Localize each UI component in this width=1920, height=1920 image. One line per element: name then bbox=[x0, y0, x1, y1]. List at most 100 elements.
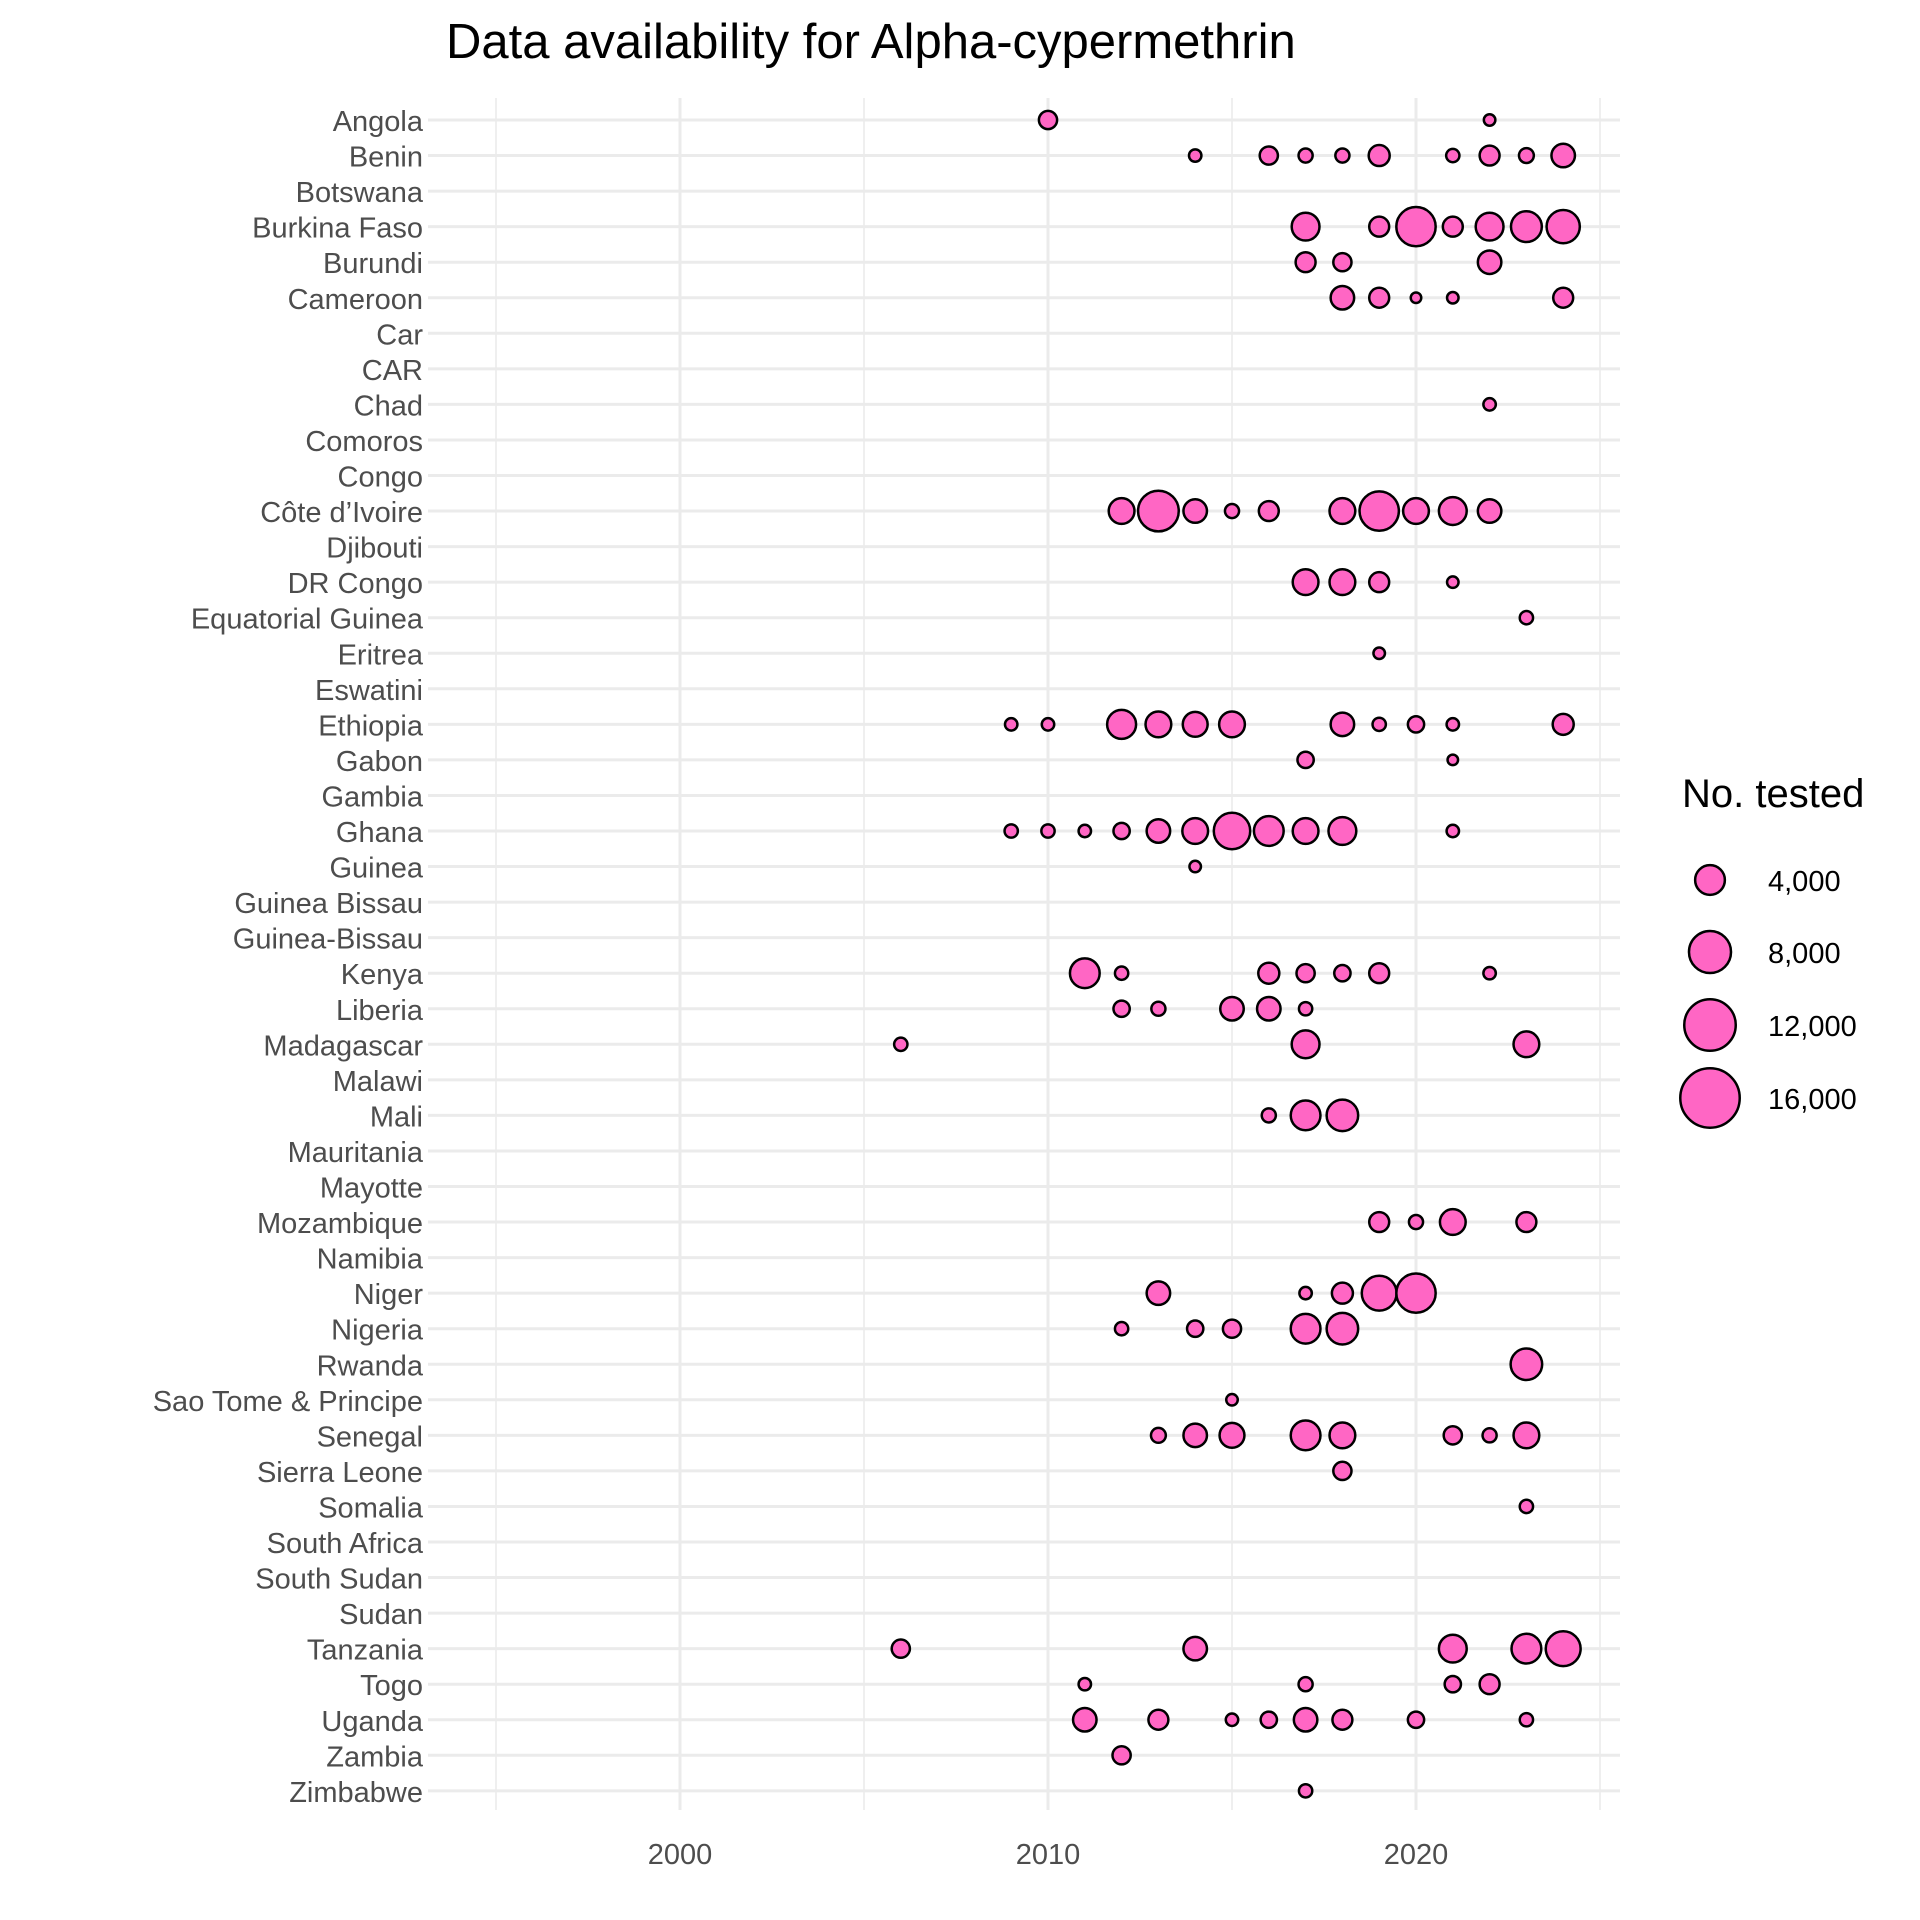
data-point bbox=[1297, 147, 1314, 164]
y-tick-label: Uganda bbox=[321, 1706, 423, 1738]
data-point bbox=[1551, 286, 1575, 309]
data-point bbox=[1297, 1675, 1314, 1693]
legend-key bbox=[1687, 929, 1733, 975]
y-tick-label: Guinea Bissau bbox=[234, 888, 423, 920]
data-point bbox=[1482, 396, 1498, 412]
data-point bbox=[1515, 1210, 1538, 1234]
data-point bbox=[1292, 1706, 1319, 1733]
data-point bbox=[1181, 816, 1210, 846]
data-point bbox=[1328, 1421, 1357, 1450]
y-tick-label: Mauritania bbox=[288, 1137, 424, 1169]
x-axis-labels: 2000 2010 2020 bbox=[648, 1839, 1449, 1871]
data-point bbox=[1289, 1419, 1322, 1452]
data-point bbox=[1409, 291, 1423, 305]
data-point bbox=[1113, 965, 1130, 982]
y-tick-label: Djibouti bbox=[326, 533, 423, 565]
data-point bbox=[1325, 1311, 1360, 1346]
data-point bbox=[1509, 1347, 1544, 1382]
data-point bbox=[1289, 1312, 1322, 1345]
data-point bbox=[1068, 957, 1101, 990]
data-point bbox=[1257, 961, 1281, 985]
data-point bbox=[1224, 1712, 1240, 1728]
data-point bbox=[1510, 1632, 1543, 1665]
data-point bbox=[1219, 995, 1245, 1022]
data-point bbox=[1182, 1422, 1209, 1449]
data-point bbox=[1476, 249, 1503, 276]
data-point bbox=[1332, 1460, 1353, 1482]
data-point bbox=[1037, 109, 1059, 131]
data-point bbox=[1259, 1710, 1279, 1730]
y-tick-label: DR Congo bbox=[288, 568, 423, 600]
data-point bbox=[1358, 490, 1401, 532]
data-point bbox=[1330, 1281, 1355, 1305]
data-point bbox=[1512, 1421, 1541, 1450]
data-point bbox=[1518, 1498, 1535, 1515]
data-point bbox=[1478, 1672, 1501, 1696]
data-point bbox=[1136, 489, 1181, 533]
data-point bbox=[1258, 145, 1280, 166]
y-tick-label: Congo bbox=[338, 462, 423, 494]
data-point bbox=[1551, 712, 1575, 737]
data-point bbox=[892, 1036, 909, 1053]
data-point bbox=[1395, 1272, 1437, 1315]
legend-title: No. tested bbox=[1682, 772, 1865, 816]
data-point bbox=[1445, 823, 1461, 839]
data-point bbox=[1437, 495, 1468, 527]
data-point bbox=[1297, 1000, 1314, 1017]
data-point bbox=[1328, 568, 1357, 597]
y-tick-label: Guinea-Bissau bbox=[233, 924, 423, 956]
data-point bbox=[1334, 147, 1351, 164]
data-point bbox=[1438, 1207, 1467, 1237]
data-point bbox=[1407, 1213, 1425, 1231]
data-point bbox=[1297, 1782, 1314, 1799]
data-point bbox=[1181, 710, 1209, 739]
y-tick-label: Cameroon bbox=[288, 284, 423, 316]
data-point bbox=[1112, 821, 1131, 841]
y-tick-label: Tanzania bbox=[307, 1635, 424, 1667]
y-tick-label: Madagascar bbox=[263, 1030, 423, 1062]
data-point bbox=[1107, 496, 1136, 526]
y-tick-label: Togo bbox=[360, 1670, 423, 1702]
data-point bbox=[1329, 284, 1356, 311]
y-tick-label: Senegal bbox=[317, 1421, 423, 1453]
y-tick-label: South Sudan bbox=[255, 1564, 423, 1596]
data-point bbox=[1327, 815, 1358, 847]
y-tick-label: Car bbox=[376, 319, 423, 351]
y-tick-label: Sierra Leone bbox=[257, 1457, 423, 1489]
data-point bbox=[1406, 1710, 1426, 1730]
data-point bbox=[1478, 144, 1501, 167]
y-tick-label: Burkina Faso bbox=[252, 213, 423, 245]
y-tick-label: Zambia bbox=[326, 1741, 424, 1773]
data-point bbox=[1332, 251, 1353, 273]
data-point bbox=[1187, 148, 1203, 164]
data-point bbox=[1003, 716, 1019, 732]
data-point bbox=[1040, 716, 1056, 732]
y-tick-label: Somalia bbox=[318, 1492, 424, 1524]
y-tick-label: Burundi bbox=[323, 248, 423, 280]
data-point bbox=[1223, 502, 1241, 520]
legend-key bbox=[1683, 998, 1737, 1052]
y-tick-label: Angola bbox=[333, 106, 424, 138]
data-point bbox=[1445, 575, 1460, 590]
data-point bbox=[1367, 961, 1391, 985]
data-point bbox=[1145, 818, 1172, 844]
data-point bbox=[1077, 1676, 1093, 1692]
data-point bbox=[1182, 498, 1209, 525]
grid-layer bbox=[428, 98, 1620, 1810]
legend-label: 16,000 bbox=[1768, 1084, 1857, 1116]
data-point bbox=[1476, 498, 1503, 525]
y-tick-label: Kenya bbox=[341, 959, 424, 991]
y-tick-label: South Africa bbox=[267, 1528, 424, 1560]
y-tick-label: Namibia bbox=[317, 1244, 424, 1276]
data-point bbox=[1328, 496, 1357, 526]
x-tick-label: 2010 bbox=[1016, 1839, 1081, 1871]
data-point bbox=[1188, 859, 1203, 874]
y-tick-label: Sudan bbox=[339, 1599, 423, 1631]
data-point bbox=[1296, 750, 1315, 770]
data-point bbox=[1517, 146, 1536, 165]
data-point bbox=[1298, 1285, 1314, 1301]
y-tick-label: Zimbabwe bbox=[289, 1777, 423, 1809]
y-tick-label: Sao Tome & Principe bbox=[153, 1386, 423, 1418]
